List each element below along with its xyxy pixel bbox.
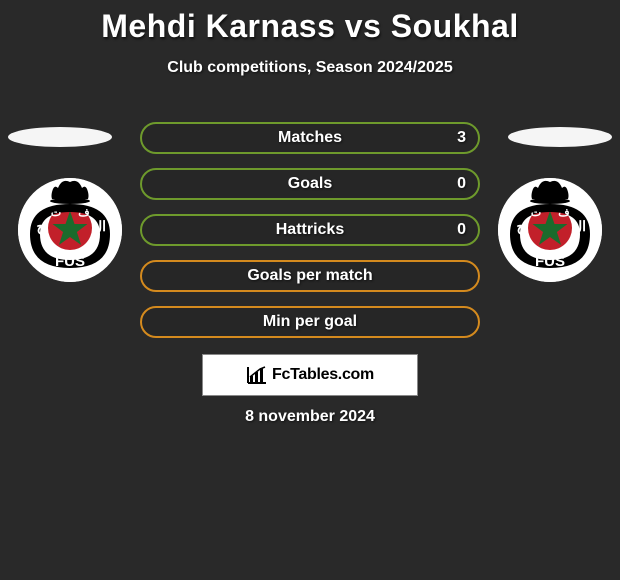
svg-text:ح: ح [516, 218, 526, 235]
stat-value-right: 3 [457, 129, 466, 147]
stat-value-right: 0 [457, 175, 466, 193]
fus-crest-icon: FUS ح ال ت ف [498, 178, 602, 282]
svg-text:ح: ح [36, 218, 46, 235]
chart-icon [246, 365, 268, 385]
brand-text: FcTables.com [272, 366, 374, 384]
svg-text:ال: ال [92, 218, 106, 234]
stat-label: Hattricks [276, 221, 344, 239]
stat-row: Matches 3 [140, 122, 480, 154]
svg-text:ت: ت [531, 207, 541, 219]
page-title: Mehdi Karnass vs Soukhal [0, 0, 620, 45]
stat-row: Goals 0 [140, 168, 480, 200]
player-portrait-left [8, 127, 112, 147]
fus-crest-icon: FUS ح ال ت ف [18, 178, 122, 282]
brand-badge[interactable]: FcTables.com [202, 354, 418, 396]
footer-date: 8 november 2024 [0, 408, 620, 426]
comparison-card: Mehdi Karnass vs Soukhal Club competitio… [0, 0, 620, 580]
player-portrait-right [508, 127, 612, 147]
club-badge-left: FUS ح ال ت ف [18, 178, 122, 282]
stat-label: Matches [278, 129, 342, 147]
stat-label: Goals per match [247, 267, 372, 285]
stat-label: Goals [288, 175, 332, 193]
stat-row: Goals per match [140, 260, 480, 292]
stat-value-right: 0 [457, 221, 466, 239]
stat-row: Hattricks 0 [140, 214, 480, 246]
stat-rows: Matches 3 Goals 0 Hattricks 0 Goals per match M… [140, 122, 480, 352]
stat-label: Min per goal [263, 313, 357, 331]
stat-row: Min per goal [140, 306, 480, 338]
svg-text:FUS: FUS [55, 253, 85, 270]
page-subtitle: Club competitions, Season 2024/2025 [0, 59, 620, 77]
club-badge-right: FUS ح ال ت ف [498, 178, 602, 282]
svg-text:ال: ال [572, 218, 586, 234]
svg-text:ف: ف [558, 207, 569, 219]
svg-text:ف: ف [78, 207, 89, 219]
svg-text:ت: ت [51, 207, 61, 219]
svg-text:FUS: FUS [535, 253, 565, 270]
